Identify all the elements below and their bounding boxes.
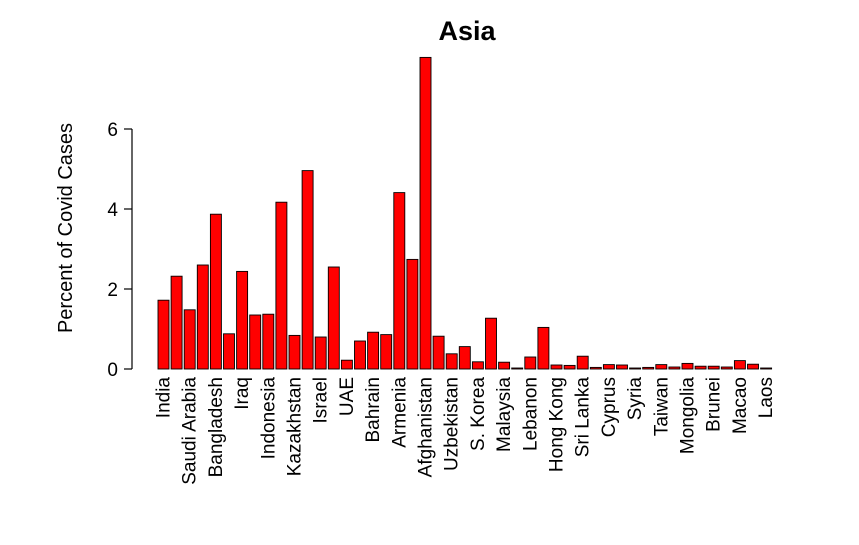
bar bbox=[694, 365, 707, 370]
x-tick-label: Afghanistan bbox=[416, 377, 437, 477]
bar bbox=[209, 213, 222, 370]
y-axis-label: Percent of Covid Cases bbox=[55, 123, 77, 333]
x-tick-label: Mongolia bbox=[678, 377, 699, 455]
bar bbox=[301, 170, 314, 370]
bar bbox=[419, 56, 432, 370]
x-tick-label: Uzbekistan bbox=[442, 377, 463, 471]
bar bbox=[393, 192, 406, 370]
x-tick-label: Cyprus bbox=[599, 377, 620, 437]
bar bbox=[642, 366, 655, 370]
bar bbox=[720, 366, 733, 370]
bar bbox=[354, 340, 366, 370]
bar bbox=[668, 366, 681, 370]
x-tick-label: Bangladesh bbox=[206, 377, 227, 477]
bar bbox=[485, 317, 497, 370]
x-tick-label: Bahrain bbox=[363, 377, 384, 443]
x-tick-label: S. Korea bbox=[468, 377, 489, 451]
x-tick-label: Saudi Arabia bbox=[180, 377, 201, 485]
x-tick-label: Laos bbox=[756, 377, 777, 418]
bar bbox=[170, 275, 183, 370]
bar bbox=[340, 359, 353, 370]
bar bbox=[760, 367, 773, 370]
x-tick-labels: India Saudi Arabia Bangladesh Iraq Indonesia… bbox=[154, 377, 778, 485]
bar bbox=[576, 355, 589, 370]
bar bbox=[367, 331, 380, 370]
bar bbox=[157, 299, 170, 370]
bar bbox=[655, 364, 668, 370]
bar bbox=[406, 258, 419, 370]
y-tick-label: 0 bbox=[107, 360, 118, 381]
bar bbox=[511, 367, 524, 370]
x-tick-label: Brunei bbox=[704, 377, 725, 432]
bar bbox=[327, 266, 340, 370]
chart-title: Asia bbox=[438, 16, 496, 46]
bar bbox=[288, 334, 301, 370]
bars-group bbox=[157, 56, 773, 370]
x-tick-label: Indonesia bbox=[258, 377, 279, 460]
x-tick-label: Sri Lanka bbox=[573, 377, 594, 458]
bar bbox=[616, 364, 628, 370]
x-tick-label: Armenia bbox=[389, 377, 410, 448]
bar bbox=[262, 313, 275, 370]
bar bbox=[183, 309, 196, 370]
x-tick-label: Israel bbox=[311, 377, 332, 423]
bar bbox=[445, 353, 458, 370]
bar bbox=[550, 364, 563, 370]
bar bbox=[314, 336, 327, 370]
x-tick-label: India bbox=[154, 377, 175, 419]
bar bbox=[275, 201, 288, 370]
bar bbox=[629, 367, 642, 370]
bar bbox=[733, 360, 746, 370]
bar bbox=[223, 333, 235, 370]
bar bbox=[589, 366, 602, 370]
y-axis: 0 2 4 6 bbox=[107, 120, 133, 381]
bar bbox=[537, 326, 550, 370]
x-tick-label: Hong Kong bbox=[547, 377, 568, 472]
bar bbox=[380, 334, 393, 370]
bar bbox=[602, 364, 615, 370]
bar bbox=[707, 365, 720, 370]
bar bbox=[471, 361, 484, 370]
x-tick-label: Lebanon bbox=[520, 377, 541, 451]
bar bbox=[747, 363, 759, 370]
bar bbox=[196, 264, 209, 370]
bar bbox=[458, 346, 471, 370]
x-tick-label: Malaysia bbox=[494, 377, 515, 452]
bar bbox=[563, 364, 576, 370]
bar bbox=[524, 356, 537, 370]
bar bbox=[236, 270, 249, 370]
y-tick-label: 4 bbox=[107, 200, 118, 221]
y-tick-label: 6 bbox=[107, 120, 118, 141]
bar bbox=[249, 314, 262, 370]
x-tick-label: Taiwan bbox=[651, 377, 672, 436]
y-tick-label: 2 bbox=[107, 280, 118, 301]
bar bbox=[432, 335, 445, 370]
x-tick-label: UAE bbox=[337, 377, 358, 416]
x-tick-label: Syria bbox=[625, 377, 646, 421]
bar bbox=[498, 361, 511, 370]
x-tick-label: Macao bbox=[730, 377, 751, 434]
x-tick-label: Kazakhstan bbox=[285, 377, 306, 476]
bar bbox=[681, 362, 694, 370]
x-tick-label: Iraq bbox=[232, 377, 253, 410]
